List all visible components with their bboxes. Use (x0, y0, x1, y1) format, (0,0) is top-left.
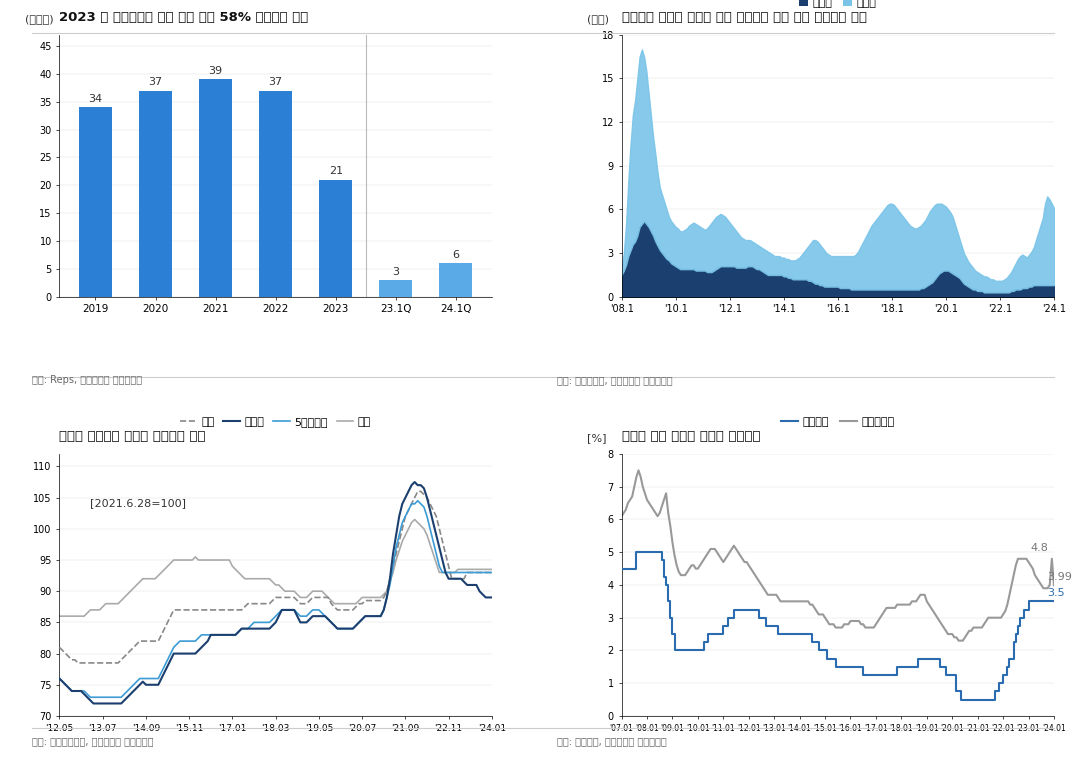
Text: 3: 3 (392, 267, 399, 277)
Text: 6: 6 (452, 250, 459, 260)
Bar (379, 280, 412, 296)
Bar (79, 108, 112, 296)
Text: 39: 39 (209, 66, 223, 76)
Text: [2021.6.28=100]: [2021.6.28=100] (90, 498, 186, 509)
Legend: 준공후, 준공전: 준공후, 준공전 (795, 0, 881, 12)
Text: 지료: Reps, 유인티증권 리서치센터: 지료: Reps, 유인티증권 리서치센터 (32, 375, 143, 385)
Bar (199, 80, 232, 296)
Text: 감소하던 미분양 물량은 소폭 분양물량 증가 이후 증가세로 전환: 감소하던 미분양 물량은 소폭 분양물량 증가 이후 증가세로 전환 (622, 11, 867, 24)
Text: 여전히 높은 수준의 금리는 부담요인: 여전히 높은 수준의 금리는 부담요인 (622, 430, 760, 443)
Text: 지료: 국토교통부, 유인티증권 리서치센터: 지료: 국토교통부, 유인티증권 리서치센터 (557, 375, 672, 385)
Text: 지료: 한국부동신원, 유인티증권 리서치센터: 지료: 한국부동신원, 유인티증권 리서치센터 (32, 737, 154, 747)
Text: 34: 34 (89, 94, 103, 104)
Text: 아파트 매수수요 위축은 지속되는 상태: 아파트 매수수요 위축은 지속되는 상태 (59, 430, 206, 443)
Text: (만호): (만호) (587, 15, 609, 24)
Text: 37: 37 (268, 77, 283, 87)
Text: 지료: 한국은행, 유인티증권 리서치센터: 지료: 한국은행, 유인티증권 리서치센터 (557, 737, 667, 747)
Text: 3.5: 3.5 (1047, 588, 1065, 598)
Text: [%]: [%] (587, 433, 606, 444)
Bar (319, 180, 352, 296)
Bar (259, 91, 292, 296)
Text: 4.8: 4.8 (1030, 543, 1049, 553)
Legend: 전국, 수도권, 5개광역시, 지방: 전국, 수도권, 5개광역시, 지방 (176, 413, 375, 431)
Text: 21: 21 (329, 166, 343, 176)
Text: 2023 년 분양물량은 과거 평균 대비 58% 수준으로 감소: 2023 년 분양물량은 과거 평균 대비 58% 수준으로 감소 (59, 11, 309, 24)
Legend: 기준금리, 신규주담대: 기준금리, 신규주담대 (777, 413, 898, 431)
Text: (만세대): (만세대) (25, 15, 53, 24)
Text: 37: 37 (148, 77, 162, 87)
Text: 3.99: 3.99 (1047, 572, 1072, 582)
Bar (439, 263, 472, 296)
Bar (139, 91, 172, 296)
